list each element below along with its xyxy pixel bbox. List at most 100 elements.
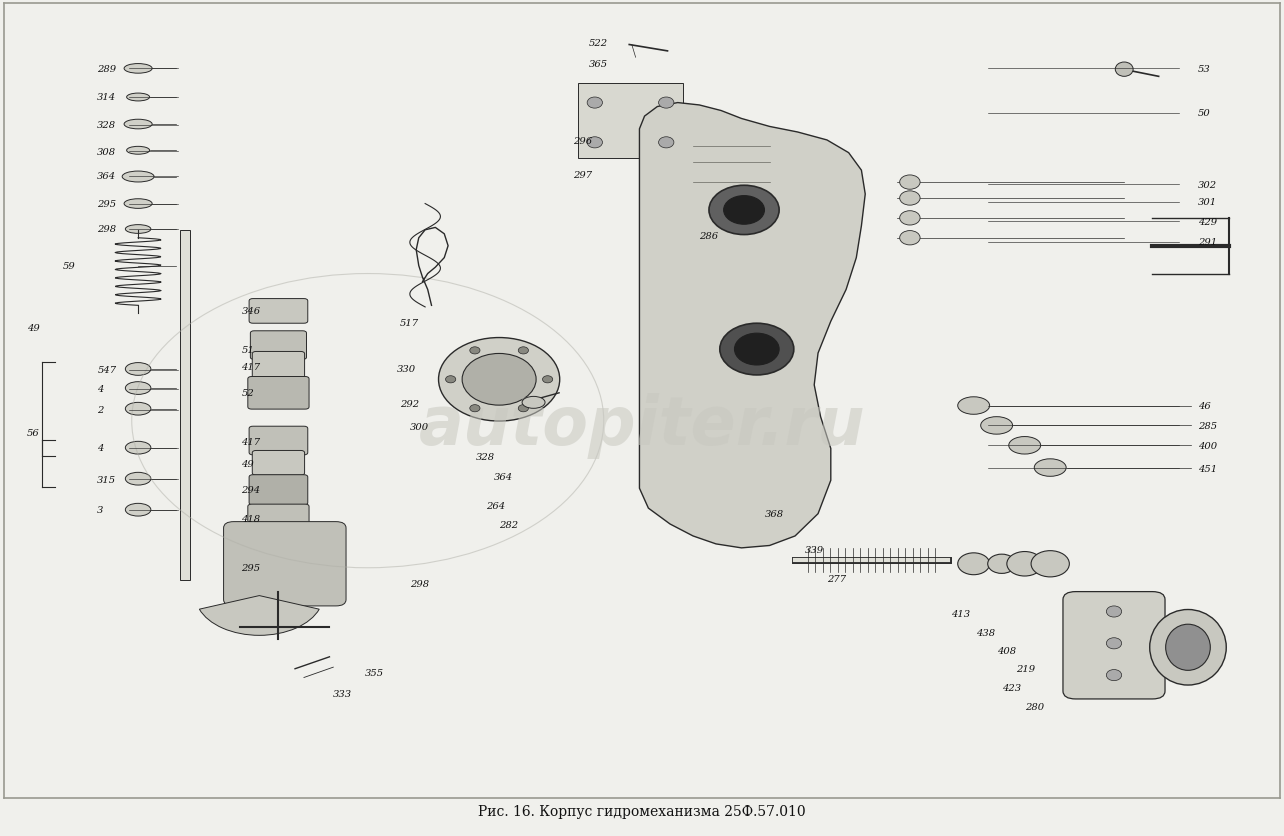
- Text: 286: 286: [700, 232, 719, 241]
- Text: 49: 49: [27, 324, 40, 333]
- Text: 51: 51: [241, 345, 254, 354]
- Ellipse shape: [126, 473, 150, 486]
- Ellipse shape: [900, 232, 921, 246]
- Ellipse shape: [1107, 606, 1122, 617]
- Ellipse shape: [127, 147, 150, 155]
- Text: 400: 400: [1198, 441, 1217, 451]
- Ellipse shape: [659, 98, 674, 109]
- Ellipse shape: [1166, 624, 1211, 670]
- Ellipse shape: [126, 441, 150, 455]
- Text: 417: 417: [241, 363, 261, 372]
- Text: 280: 280: [1025, 702, 1044, 711]
- Text: 297: 297: [573, 171, 592, 181]
- Ellipse shape: [900, 176, 921, 190]
- Text: 4: 4: [98, 444, 104, 452]
- Text: Рис. 16. Корпус гидромеханизма 25Ф.57.010: Рис. 16. Корпус гидромеханизма 25Ф.57.01…: [478, 803, 806, 818]
- Ellipse shape: [125, 64, 152, 74]
- Text: 4: 4: [98, 385, 104, 394]
- Text: 298: 298: [410, 579, 429, 589]
- Text: 49: 49: [241, 460, 254, 468]
- FancyBboxPatch shape: [250, 331, 307, 360]
- Text: 423: 423: [1002, 683, 1021, 691]
- Text: 53: 53: [1198, 65, 1211, 74]
- Text: 296: 296: [573, 137, 592, 146]
- Text: 314: 314: [98, 94, 117, 102]
- FancyBboxPatch shape: [248, 505, 309, 533]
- Text: 364: 364: [98, 172, 117, 181]
- Text: 285: 285: [1198, 421, 1217, 431]
- Text: 365: 365: [588, 60, 607, 69]
- Text: 46: 46: [1198, 401, 1211, 410]
- Ellipse shape: [462, 354, 537, 405]
- Text: autopiter.ru: autopiter.ru: [419, 392, 865, 458]
- FancyBboxPatch shape: [249, 299, 308, 324]
- Text: 302: 302: [1198, 181, 1217, 190]
- Text: 292: 292: [399, 399, 419, 408]
- Ellipse shape: [439, 338, 560, 421]
- Ellipse shape: [126, 226, 150, 234]
- Ellipse shape: [125, 200, 152, 209]
- Text: 417: 417: [241, 437, 261, 446]
- Wedge shape: [199, 596, 320, 635]
- Ellipse shape: [1149, 609, 1226, 686]
- Ellipse shape: [519, 405, 529, 412]
- Text: 295: 295: [98, 200, 117, 209]
- Ellipse shape: [523, 397, 544, 409]
- Ellipse shape: [1007, 552, 1043, 576]
- Text: 418: 418: [241, 514, 261, 523]
- Ellipse shape: [122, 172, 154, 183]
- Text: 277: 277: [827, 574, 846, 584]
- FancyBboxPatch shape: [249, 426, 308, 456]
- Text: 368: 368: [764, 510, 783, 518]
- Ellipse shape: [734, 334, 779, 365]
- Text: 330: 330: [397, 365, 416, 374]
- Ellipse shape: [587, 138, 602, 149]
- Text: 289: 289: [98, 65, 117, 74]
- Text: 522: 522: [588, 39, 607, 48]
- FancyBboxPatch shape: [249, 475, 308, 505]
- Text: 295: 295: [241, 563, 261, 573]
- Ellipse shape: [125, 120, 152, 130]
- Text: 438: 438: [976, 628, 995, 637]
- Ellipse shape: [126, 504, 150, 517]
- Ellipse shape: [126, 382, 150, 395]
- Ellipse shape: [587, 98, 602, 109]
- Text: 3: 3: [98, 506, 104, 515]
- Text: 451: 451: [1198, 464, 1217, 473]
- Text: 315: 315: [98, 476, 117, 484]
- Ellipse shape: [981, 417, 1013, 435]
- Ellipse shape: [720, 324, 794, 375]
- FancyBboxPatch shape: [223, 522, 347, 606]
- Text: 328: 328: [98, 121, 117, 130]
- Text: 517: 517: [399, 319, 419, 328]
- Ellipse shape: [470, 348, 480, 354]
- Ellipse shape: [1107, 670, 1122, 681]
- FancyBboxPatch shape: [180, 231, 190, 580]
- Ellipse shape: [126, 363, 150, 376]
- Text: 50: 50: [1198, 110, 1211, 118]
- Ellipse shape: [543, 376, 552, 384]
- Text: 339: 339: [805, 545, 824, 554]
- Text: 333: 333: [334, 689, 352, 698]
- Ellipse shape: [446, 376, 456, 384]
- FancyBboxPatch shape: [252, 451, 304, 476]
- Ellipse shape: [126, 403, 150, 415]
- Text: 355: 355: [365, 669, 384, 677]
- Ellipse shape: [1035, 459, 1066, 477]
- Ellipse shape: [1009, 437, 1040, 455]
- Ellipse shape: [1107, 638, 1122, 649]
- Ellipse shape: [1116, 63, 1134, 77]
- FancyBboxPatch shape: [578, 84, 683, 159]
- Text: 59: 59: [63, 262, 76, 271]
- Ellipse shape: [724, 196, 764, 225]
- Text: 408: 408: [996, 646, 1016, 655]
- Text: 429: 429: [1198, 217, 1217, 227]
- Polygon shape: [639, 104, 865, 548]
- Ellipse shape: [519, 348, 529, 354]
- Ellipse shape: [127, 94, 150, 102]
- Ellipse shape: [659, 138, 674, 149]
- FancyBboxPatch shape: [252, 352, 304, 379]
- Text: 219: 219: [1016, 665, 1035, 674]
- Text: 2: 2: [98, 405, 104, 415]
- Ellipse shape: [900, 212, 921, 226]
